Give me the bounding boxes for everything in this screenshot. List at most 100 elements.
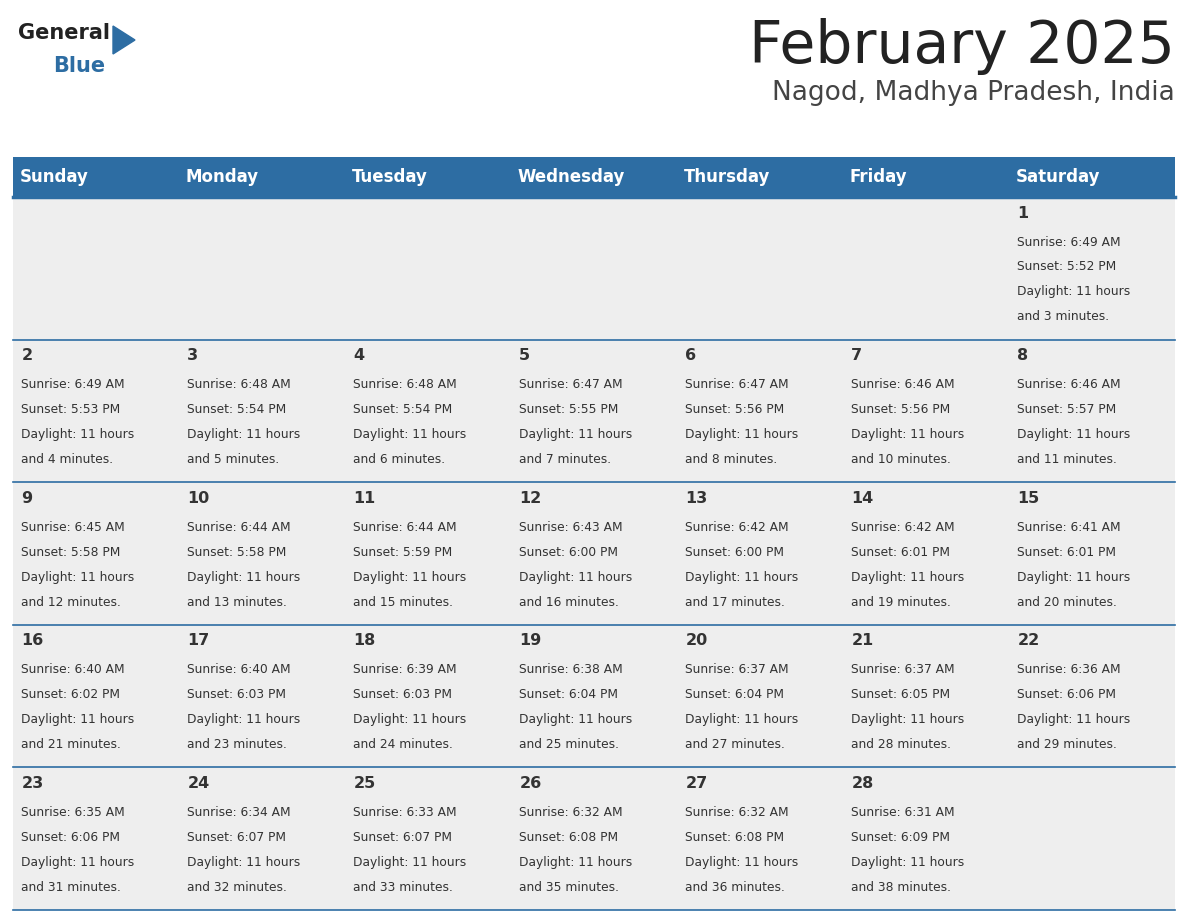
Text: Daylight: 11 hours: Daylight: 11 hours [1017, 571, 1131, 584]
Bar [345, 340, 511, 482]
Text: Daylight: 11 hours: Daylight: 11 hours [353, 713, 467, 726]
Text: and 3 minutes.: and 3 minutes. [1017, 310, 1110, 323]
Text: Sunset: 5:58 PM: Sunset: 5:58 PM [188, 545, 286, 559]
Text: Daylight: 11 hours: Daylight: 11 hours [353, 856, 467, 868]
Text: Sunrise: 6:38 AM: Sunrise: 6:38 AM [519, 664, 623, 677]
Bar [179, 482, 345, 625]
Bar [1009, 767, 1175, 910]
Text: Sunset: 6:04 PM: Sunset: 6:04 PM [519, 688, 618, 701]
Text: and 7 minutes.: and 7 minutes. [519, 453, 612, 466]
Text: and 25 minutes.: and 25 minutes. [519, 738, 619, 751]
Text: Daylight: 11 hours: Daylight: 11 hours [1017, 285, 1131, 298]
Bar [843, 625, 1009, 767]
Text: Sunset: 5:59 PM: Sunset: 5:59 PM [353, 545, 453, 559]
Text: Sunset: 6:08 PM: Sunset: 6:08 PM [685, 831, 784, 844]
Text: and 6 minutes.: and 6 minutes. [353, 453, 446, 466]
Text: and 38 minutes.: and 38 minutes. [852, 880, 952, 894]
Bar [13, 625, 179, 767]
Text: and 21 minutes.: and 21 minutes. [21, 738, 121, 751]
Text: 16: 16 [21, 633, 44, 648]
Text: 3: 3 [188, 348, 198, 364]
Text: 28: 28 [852, 776, 873, 791]
Text: Sunset: 6:01 PM: Sunset: 6:01 PM [852, 545, 950, 559]
Text: Daylight: 11 hours: Daylight: 11 hours [519, 428, 632, 441]
Text: Daylight: 11 hours: Daylight: 11 hours [852, 428, 965, 441]
Text: Daylight: 11 hours: Daylight: 11 hours [852, 856, 965, 868]
Text: Sunrise: 6:49 AM: Sunrise: 6:49 AM [1017, 236, 1121, 249]
Text: Sunset: 6:02 PM: Sunset: 6:02 PM [21, 688, 120, 701]
Text: 14: 14 [852, 491, 873, 506]
Text: Blue: Blue [53, 56, 105, 76]
Text: Sunrise: 6:46 AM: Sunrise: 6:46 AM [1017, 378, 1121, 391]
Text: 10: 10 [188, 491, 209, 506]
Text: Sunrise: 6:49 AM: Sunrise: 6:49 AM [21, 378, 125, 391]
Text: Daylight: 11 hours: Daylight: 11 hours [685, 428, 798, 441]
Text: Sunrise: 6:40 AM: Sunrise: 6:40 AM [21, 664, 125, 677]
Text: Daylight: 11 hours: Daylight: 11 hours [852, 713, 965, 726]
Bar [179, 340, 345, 482]
Text: and 16 minutes.: and 16 minutes. [519, 596, 619, 609]
Text: 24: 24 [188, 776, 209, 791]
Text: Sunset: 6:05 PM: Sunset: 6:05 PM [852, 688, 950, 701]
Text: 25: 25 [353, 776, 375, 791]
Text: Sunset: 6:00 PM: Sunset: 6:00 PM [685, 545, 784, 559]
Text: Sunrise: 6:46 AM: Sunrise: 6:46 AM [852, 378, 955, 391]
Text: Sunrise: 6:37 AM: Sunrise: 6:37 AM [685, 664, 789, 677]
Text: and 27 minutes.: and 27 minutes. [685, 738, 785, 751]
Text: Daylight: 11 hours: Daylight: 11 hours [1017, 428, 1131, 441]
Text: Daylight: 11 hours: Daylight: 11 hours [353, 428, 467, 441]
Bar [179, 767, 345, 910]
Text: 18: 18 [353, 633, 375, 648]
Text: and 19 minutes.: and 19 minutes. [852, 596, 952, 609]
Text: Sunrise: 6:37 AM: Sunrise: 6:37 AM [852, 664, 955, 677]
Text: Sunset: 6:06 PM: Sunset: 6:06 PM [1017, 688, 1117, 701]
Text: Daylight: 11 hours: Daylight: 11 hours [188, 713, 301, 726]
Text: Sunrise: 6:31 AM: Sunrise: 6:31 AM [852, 806, 955, 819]
Bar [843, 767, 1009, 910]
Bar [13, 197, 179, 340]
Text: and 10 minutes.: and 10 minutes. [852, 453, 952, 466]
Text: Sunset: 6:03 PM: Sunset: 6:03 PM [188, 688, 286, 701]
Text: Sunset: 6:01 PM: Sunset: 6:01 PM [1017, 545, 1117, 559]
Text: Sunset: 6:07 PM: Sunset: 6:07 PM [353, 831, 453, 844]
Text: Sunset: 5:54 PM: Sunset: 5:54 PM [188, 403, 286, 416]
Bar [345, 197, 511, 340]
Bar [843, 197, 1009, 340]
Text: Sunset: 6:09 PM: Sunset: 6:09 PM [852, 831, 950, 844]
Text: Daylight: 11 hours: Daylight: 11 hours [188, 856, 301, 868]
Text: Daylight: 11 hours: Daylight: 11 hours [21, 428, 134, 441]
Text: and 24 minutes.: and 24 minutes. [353, 738, 453, 751]
Text: February 2025: February 2025 [750, 18, 1175, 75]
Text: Daylight: 11 hours: Daylight: 11 hours [21, 713, 134, 726]
Text: Daylight: 11 hours: Daylight: 11 hours [685, 856, 798, 868]
Text: Sunset: 6:03 PM: Sunset: 6:03 PM [353, 688, 453, 701]
Text: Sunset: 5:52 PM: Sunset: 5:52 PM [1017, 261, 1117, 274]
Text: Daylight: 11 hours: Daylight: 11 hours [685, 713, 798, 726]
Text: and 31 minutes.: and 31 minutes. [21, 880, 121, 894]
Text: and 33 minutes.: and 33 minutes. [353, 880, 453, 894]
Bar [1009, 197, 1175, 340]
Bar [1009, 340, 1175, 482]
Bar [511, 340, 677, 482]
Text: 23: 23 [21, 776, 44, 791]
Text: Monday: Monday [185, 168, 259, 186]
Text: and 13 minutes.: and 13 minutes. [188, 596, 287, 609]
Text: Sunrise: 6:44 AM: Sunrise: 6:44 AM [353, 521, 457, 533]
Text: 13: 13 [685, 491, 708, 506]
Text: Sunrise: 6:44 AM: Sunrise: 6:44 AM [188, 521, 291, 533]
Text: and 8 minutes.: and 8 minutes. [685, 453, 778, 466]
Text: Sunset: 6:08 PM: Sunset: 6:08 PM [519, 831, 619, 844]
Text: Daylight: 11 hours: Daylight: 11 hours [519, 571, 632, 584]
Bar [345, 767, 511, 910]
Text: and 12 minutes.: and 12 minutes. [21, 596, 121, 609]
Text: 22: 22 [1017, 633, 1040, 648]
Text: and 29 minutes.: and 29 minutes. [1017, 738, 1117, 751]
Bar [1009, 625, 1175, 767]
Text: 6: 6 [685, 348, 696, 364]
Text: 19: 19 [519, 633, 542, 648]
Text: 15: 15 [1017, 491, 1040, 506]
Text: and 36 minutes.: and 36 minutes. [685, 880, 785, 894]
Text: 12: 12 [519, 491, 542, 506]
Text: and 11 minutes.: and 11 minutes. [1017, 453, 1117, 466]
Bar [677, 340, 843, 482]
